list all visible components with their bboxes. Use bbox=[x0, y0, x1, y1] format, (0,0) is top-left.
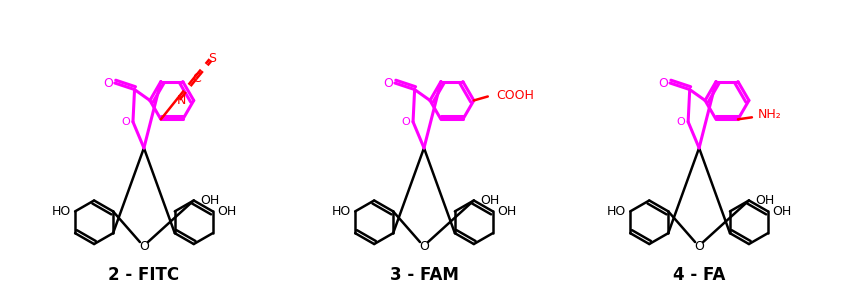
Text: OH: OH bbox=[480, 194, 499, 207]
Text: HO: HO bbox=[52, 205, 70, 218]
Text: NH₂: NH₂ bbox=[758, 108, 782, 121]
Text: O: O bbox=[677, 117, 685, 127]
Text: 2 - FITC: 2 - FITC bbox=[109, 266, 180, 284]
Text: COOH: COOH bbox=[496, 89, 533, 102]
Text: HO: HO bbox=[332, 205, 351, 218]
Text: O: O bbox=[658, 77, 668, 90]
Text: OH: OH bbox=[217, 205, 237, 218]
Text: OH: OH bbox=[773, 205, 791, 218]
Text: 4 - FA: 4 - FA bbox=[673, 266, 725, 284]
Text: OH: OH bbox=[756, 194, 774, 207]
Text: 3 - FAM: 3 - FAM bbox=[389, 266, 459, 284]
Text: O: O bbox=[383, 77, 393, 90]
Text: O: O bbox=[402, 117, 410, 127]
Text: N: N bbox=[177, 94, 187, 107]
Text: OH: OH bbox=[497, 205, 516, 218]
Text: O: O bbox=[419, 239, 429, 253]
Text: O: O bbox=[121, 117, 131, 127]
Text: OH: OH bbox=[200, 194, 220, 207]
Text: S: S bbox=[209, 52, 216, 65]
Text: HO: HO bbox=[606, 205, 626, 218]
Text: O: O bbox=[695, 239, 704, 253]
Text: O: O bbox=[139, 239, 149, 253]
Text: O: O bbox=[103, 77, 113, 90]
Text: C: C bbox=[192, 72, 201, 85]
